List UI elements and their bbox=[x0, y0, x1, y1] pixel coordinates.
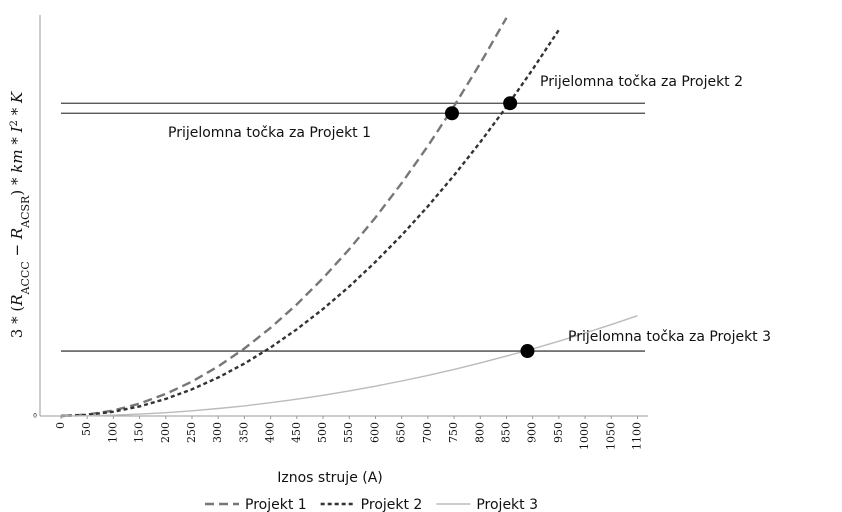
y-label-part: * bbox=[8, 103, 26, 120]
y-label-part: 2 bbox=[9, 120, 20, 126]
y-label-part: R bbox=[8, 228, 26, 240]
y-label-part: R bbox=[8, 294, 26, 306]
annotation: Prijelomna točka za Projekt 2 bbox=[540, 74, 743, 90]
y-label-part: K bbox=[8, 91, 26, 104]
annotation: Prijelomna točka za Projekt 3 bbox=[568, 329, 771, 345]
x-tick-label: 1000 bbox=[578, 422, 591, 450]
y-label-part: ACSR bbox=[19, 195, 32, 229]
x-tick-label: 0 bbox=[54, 422, 67, 429]
y-label-part: 3 * ( bbox=[8, 306, 26, 338]
y-label-part: I bbox=[8, 125, 26, 133]
x-tick-label: 950 bbox=[552, 422, 565, 443]
x-tick-label: 300 bbox=[211, 422, 224, 443]
series-line bbox=[60, 315, 638, 417]
x-tick-label: 750 bbox=[447, 422, 460, 443]
x-tick-label: 800 bbox=[473, 422, 486, 443]
y-label-part: ) * bbox=[8, 173, 26, 196]
y-label-part: km bbox=[8, 149, 26, 172]
breakpoint bbox=[520, 344, 535, 359]
x-tick-label: 1050 bbox=[604, 422, 617, 450]
y-label-part: * bbox=[8, 132, 26, 149]
series-line bbox=[60, 17, 508, 418]
x-tick-label: 600 bbox=[368, 422, 381, 443]
x-axis-label: Iznos struje (A) bbox=[277, 470, 383, 486]
x-tick-label: 650 bbox=[395, 422, 408, 443]
x-tick-label: 500 bbox=[316, 422, 329, 443]
annotation: Prijelomna točka za Projekt 1 bbox=[168, 125, 371, 141]
x-tick-label: 250 bbox=[185, 422, 198, 443]
x-tick-label: 550 bbox=[342, 422, 355, 443]
x-tick-label: 400 bbox=[264, 422, 277, 443]
x-tick-label: 900 bbox=[526, 422, 539, 443]
legend-label: Projekt 1 bbox=[245, 497, 307, 512]
x-tick-label: 850 bbox=[499, 422, 512, 443]
y-label-part: ACCC bbox=[19, 261, 32, 295]
x-tick-label: 1100 bbox=[631, 422, 644, 450]
y-axis-label: 3 * (RACCC − RACSR) * km * I2 * K bbox=[8, 91, 32, 338]
x-tick-label: 450 bbox=[290, 422, 303, 443]
x-tick-label: 150 bbox=[133, 422, 146, 443]
x-tick-label: 50 bbox=[80, 422, 93, 436]
x-tick-label: 100 bbox=[106, 422, 119, 443]
x-tick-label: 350 bbox=[237, 422, 250, 443]
series-line bbox=[60, 29, 560, 418]
x-tick-label: 200 bbox=[159, 422, 172, 443]
breakpoint bbox=[503, 96, 518, 111]
y-label-part: − bbox=[8, 239, 26, 261]
breakpoint bbox=[444, 106, 459, 121]
x-tick-label: 700 bbox=[421, 422, 434, 443]
legend-label: Projekt 2 bbox=[361, 497, 423, 512]
legend-label: Projekt 3 bbox=[476, 497, 538, 512]
y-tick-label: 0 bbox=[33, 413, 37, 420]
